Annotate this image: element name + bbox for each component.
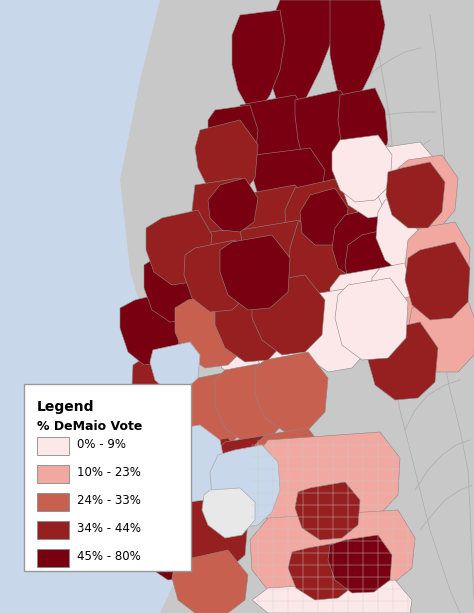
Polygon shape xyxy=(345,228,408,300)
Polygon shape xyxy=(192,178,260,252)
Polygon shape xyxy=(370,260,440,340)
Text: 24% - 33%: 24% - 33% xyxy=(77,495,141,508)
Polygon shape xyxy=(238,185,315,260)
Polygon shape xyxy=(195,120,258,198)
Polygon shape xyxy=(140,318,200,390)
Polygon shape xyxy=(268,0,335,120)
Polygon shape xyxy=(335,278,408,360)
Polygon shape xyxy=(178,372,248,448)
Polygon shape xyxy=(185,228,268,332)
Polygon shape xyxy=(405,222,470,302)
Text: 10% - 23%: 10% - 23% xyxy=(77,466,141,479)
Text: 0% - 9%: 0% - 9% xyxy=(77,438,126,452)
Polygon shape xyxy=(328,535,392,593)
Polygon shape xyxy=(405,242,470,320)
Polygon shape xyxy=(178,438,248,515)
Polygon shape xyxy=(298,288,372,372)
Polygon shape xyxy=(330,0,385,105)
Polygon shape xyxy=(0,0,185,613)
Polygon shape xyxy=(0,0,190,613)
Bar xyxy=(37,549,69,567)
Polygon shape xyxy=(295,90,360,188)
Polygon shape xyxy=(250,510,415,590)
Text: Legend: Legend xyxy=(37,400,94,414)
Polygon shape xyxy=(146,210,212,285)
Polygon shape xyxy=(252,580,412,613)
Polygon shape xyxy=(175,495,248,572)
Polygon shape xyxy=(368,322,438,400)
Polygon shape xyxy=(372,142,440,220)
Polygon shape xyxy=(142,505,205,580)
Polygon shape xyxy=(208,242,262,308)
Polygon shape xyxy=(150,342,200,392)
Polygon shape xyxy=(252,275,325,355)
Polygon shape xyxy=(160,425,225,502)
Polygon shape xyxy=(288,542,358,600)
Polygon shape xyxy=(295,482,360,540)
Polygon shape xyxy=(144,248,208,322)
Polygon shape xyxy=(215,362,288,443)
Polygon shape xyxy=(330,268,398,345)
Polygon shape xyxy=(172,550,248,613)
Polygon shape xyxy=(288,212,368,318)
Polygon shape xyxy=(215,282,288,362)
Text: 45% - 80%: 45% - 80% xyxy=(77,550,141,563)
Polygon shape xyxy=(202,488,255,538)
Polygon shape xyxy=(395,155,458,230)
Polygon shape xyxy=(252,148,325,218)
Polygon shape xyxy=(255,428,328,510)
Polygon shape xyxy=(250,432,400,520)
Polygon shape xyxy=(332,135,392,202)
Bar xyxy=(37,493,69,511)
Polygon shape xyxy=(208,178,258,232)
Polygon shape xyxy=(220,235,290,310)
Polygon shape xyxy=(184,240,252,312)
Polygon shape xyxy=(112,455,175,530)
Polygon shape xyxy=(122,398,185,472)
Polygon shape xyxy=(215,435,288,515)
Polygon shape xyxy=(175,585,270,613)
FancyBboxPatch shape xyxy=(24,384,191,571)
Bar xyxy=(37,521,69,539)
Polygon shape xyxy=(132,348,195,420)
Polygon shape xyxy=(232,10,285,110)
Text: 34% - 44%: 34% - 44% xyxy=(77,522,141,536)
Polygon shape xyxy=(210,445,280,528)
Polygon shape xyxy=(120,292,182,365)
Polygon shape xyxy=(240,220,328,332)
Bar xyxy=(37,465,69,483)
Polygon shape xyxy=(386,162,445,228)
Polygon shape xyxy=(340,145,408,218)
Polygon shape xyxy=(408,292,474,372)
Polygon shape xyxy=(285,178,358,258)
Polygon shape xyxy=(380,292,448,370)
Polygon shape xyxy=(212,312,285,382)
Polygon shape xyxy=(332,208,390,280)
Polygon shape xyxy=(376,195,442,275)
Bar xyxy=(37,437,69,455)
Text: % DeMaio Vote: % DeMaio Vote xyxy=(37,420,142,433)
Polygon shape xyxy=(250,302,325,380)
Polygon shape xyxy=(240,95,320,185)
Polygon shape xyxy=(175,292,248,368)
Polygon shape xyxy=(338,88,388,180)
Polygon shape xyxy=(208,105,258,172)
Polygon shape xyxy=(300,188,348,245)
Polygon shape xyxy=(255,352,328,432)
